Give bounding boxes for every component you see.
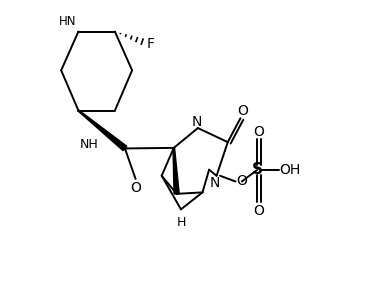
Text: OH: OH bbox=[280, 163, 301, 177]
Text: N: N bbox=[191, 115, 202, 129]
Text: S: S bbox=[252, 162, 263, 177]
Text: N: N bbox=[210, 176, 220, 190]
Text: O: O bbox=[237, 104, 248, 118]
Text: NH: NH bbox=[80, 139, 99, 151]
Text: HN: HN bbox=[59, 15, 77, 28]
Text: O: O bbox=[236, 175, 247, 188]
Polygon shape bbox=[173, 148, 179, 194]
Text: O: O bbox=[130, 180, 141, 195]
Text: H: H bbox=[176, 216, 186, 229]
Text: O: O bbox=[253, 204, 264, 218]
Polygon shape bbox=[78, 110, 127, 151]
Text: O: O bbox=[253, 125, 264, 139]
Text: F: F bbox=[146, 37, 154, 51]
